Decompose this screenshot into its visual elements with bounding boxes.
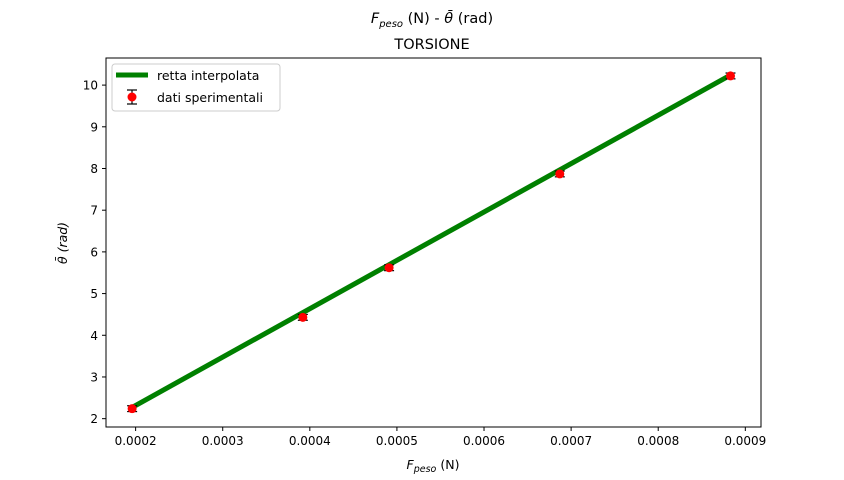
fit-line [130,72,732,410]
data-point-group [554,169,565,179]
x-tick-label: 0.0006 [463,434,505,448]
data-point-group [127,404,138,414]
data-point-marker [127,404,137,414]
legend: retta interpolata dati sperimentali [111,63,281,112]
y-tick-label: 5 [90,287,98,301]
y-tick-label: 10 [83,79,98,93]
data-points-layer [127,71,736,414]
data-point-marker [298,312,308,322]
y-axis-ticks: 2 3 4 5 6 7 8 9 10 [83,79,106,426]
x-tick-label: 0.0005 [376,434,418,448]
x-tick-label: 0.0009 [724,434,766,448]
data-point-group [297,312,308,322]
legend-errorbar-swatch [127,89,137,105]
y-tick-label: 3 [90,370,98,384]
legend-box [111,63,281,112]
y-tick-label: 6 [90,245,98,259]
data-point-marker [384,263,394,273]
data-point-marker [726,71,736,81]
plot-area [105,57,762,428]
legend-label-data: dati sperimentali [157,90,263,105]
y-tick-label: 9 [90,120,98,134]
data-point-group [384,263,395,273]
x-tick-label: 0.0004 [289,434,331,448]
y-tick-label: 8 [90,162,98,176]
y-tick-label: 7 [90,204,98,218]
y-tick-label: 2 [90,412,98,426]
x-tick-label: 0.0002 [115,434,157,448]
data-point-marker [555,169,565,179]
chart-subtitle: TORSIONE [393,37,469,53]
data-point-group [725,71,736,81]
x-axis-label: Fpeso (N) [407,457,460,475]
x-tick-label: 0.0008 [637,434,679,448]
x-tick-label: 0.0007 [550,434,592,448]
chart-title: Fpeso (N) - θ̄ (rad) [371,9,493,30]
legend-label-fit: retta interpolata [157,68,259,83]
x-axis-ticks: 0.0002 0.0003 0.0004 0.0005 0.0006 0.0007 0.00… [115,427,766,448]
y-axis-label: θ̄ (rad) [55,222,70,264]
x-tick-label: 0.0003 [202,434,244,448]
fit-line-layer [130,72,732,410]
y-tick-label: 4 [90,329,98,343]
